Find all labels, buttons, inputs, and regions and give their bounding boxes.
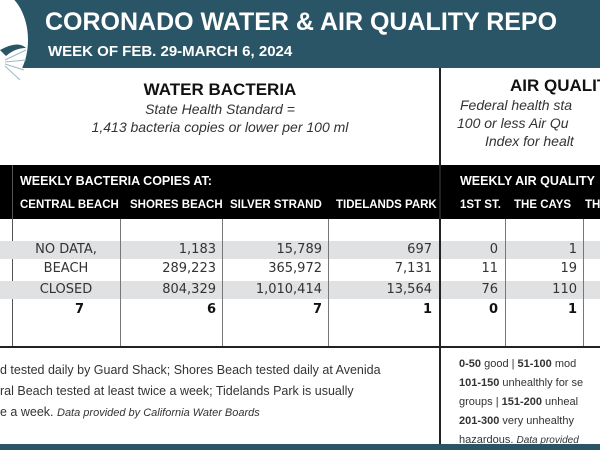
table-cell: BEACH: [43, 261, 89, 276]
aqi-range: 0-50: [459, 358, 482, 370]
total-cell: 0: [488, 302, 498, 317]
row-band: [0, 281, 600, 299]
air-source: Data provided: [516, 435, 579, 446]
report-title: CORONADO WATER & AIR QUALITY REPO: [45, 8, 558, 36]
aqi-label: unhealthly for se: [499, 377, 584, 389]
total-cell: 7: [74, 302, 84, 317]
air-standard-3: Index for healt: [485, 133, 574, 149]
table-cell: 365,972: [268, 261, 322, 276]
logo-icon: [0, 0, 28, 90]
water-note-line: d tested daily by Guard Shack; Shores Be…: [0, 363, 381, 377]
water-note-line: ral Beach tested at least twice a week; …: [0, 384, 354, 398]
column-divider: [505, 219, 506, 347]
water-note-line: e a week.: [0, 405, 54, 419]
table-cell: 804,329: [162, 282, 216, 297]
col-tidelands-park: TIDELANDS PARK: [336, 199, 437, 211]
col-silver-strand: SILVER STRAND: [230, 199, 322, 211]
table-cell: 13,564: [386, 282, 433, 297]
table-cell: 15,789: [276, 242, 323, 257]
aqi-label: good |: [481, 358, 518, 370]
table-cell: 0: [489, 242, 498, 257]
footer-band: [0, 444, 600, 450]
water-note: d tested daily by Guard Shack; Shores Be…: [0, 360, 381, 424]
table-cell: CLOSED: [39, 282, 93, 297]
table-bottom-line: [0, 346, 600, 348]
water-source: Data provided by California Water Boards: [57, 407, 260, 419]
total-cell: 7: [312, 302, 322, 317]
water-table-header: WEEKLY BACTERIA COPIES AT: CENTRAL BEACH…: [0, 165, 439, 219]
water-standard-1: State Health Standard =: [145, 101, 295, 117]
table-cell: 11: [481, 261, 498, 276]
section-divider: [439, 68, 441, 444]
table-cell: 76: [481, 282, 498, 297]
aqi-range: 151-200: [501, 396, 542, 408]
aqi-label: hazardous.: [459, 434, 514, 446]
table-cell: 1: [568, 242, 577, 257]
col-the-cays: THE CAYS: [514, 199, 572, 211]
table-cell: 289,223: [162, 261, 216, 276]
aqi-label: groups |: [459, 396, 502, 408]
aqi-label: very unhealthy: [499, 415, 574, 427]
aqi-range: 101-150: [459, 377, 500, 389]
air-title: AIR QUALIT: [510, 76, 600, 95]
total-cell: 6: [206, 302, 216, 317]
water-caption: WEEKLY BACTERIA COPIES AT:: [20, 174, 212, 188]
column-divider: [583, 219, 584, 347]
table-cell: 697: [407, 242, 432, 257]
water-standard-2: 1,413 bacteria copies or lower per 100 m…: [91, 119, 349, 135]
air-section-heading: AIR QUALIT Federal health sta 100 or les…: [457, 76, 600, 150]
table-cell: 1,010,414: [255, 282, 322, 297]
air-standard-1: Federal health sta: [460, 97, 573, 113]
air-standard-2: 100 or less Air Qu: [457, 115, 569, 131]
column-divider: [328, 219, 329, 347]
water-title: WATER BACTERIA: [143, 80, 297, 99]
row-band: [0, 241, 600, 259]
total-cell: 1: [567, 302, 577, 317]
water-section-heading: WATER BACTERIA State Health Standard = 1…: [0, 80, 440, 136]
col-1st-st: 1ST ST.: [460, 199, 501, 211]
col-third: TH: [585, 199, 600, 211]
total-cell: 1: [422, 302, 432, 317]
column-divider: [120, 219, 121, 347]
table-cell: NO DATA,: [35, 242, 97, 257]
table-cell: 19: [560, 261, 577, 276]
column-divider: [222, 219, 223, 347]
table-cell: 1,183: [178, 242, 216, 257]
air-caption: WEEKLY AIR QUALITY: [460, 174, 595, 188]
aqi-label: unheal: [541, 396, 579, 408]
report-header: CORONADO WATER & AIR QUALITY REPO WEEK O…: [0, 0, 600, 90]
table-cell: 110: [552, 282, 577, 297]
report-week: WEEK OF FEB. 29-MARCH 6, 2024: [48, 43, 293, 60]
air-table-header: WEEKLY AIR QUALITY 1ST ST. THE CAYS TH: [441, 165, 600, 219]
col-central-beach: CENTRAL BEACH: [20, 199, 119, 211]
table-cell: 7,131: [394, 261, 432, 276]
aqi-range: 51-100: [517, 358, 552, 370]
air-legend: 0-50 good | 51-100 mod 101-150 unhealthl…: [459, 355, 600, 450]
col-shores-beach: SHORES BEACH: [130, 199, 223, 211]
aqi-range: 201-300: [459, 415, 500, 427]
aqi-label: mod: [551, 358, 577, 370]
